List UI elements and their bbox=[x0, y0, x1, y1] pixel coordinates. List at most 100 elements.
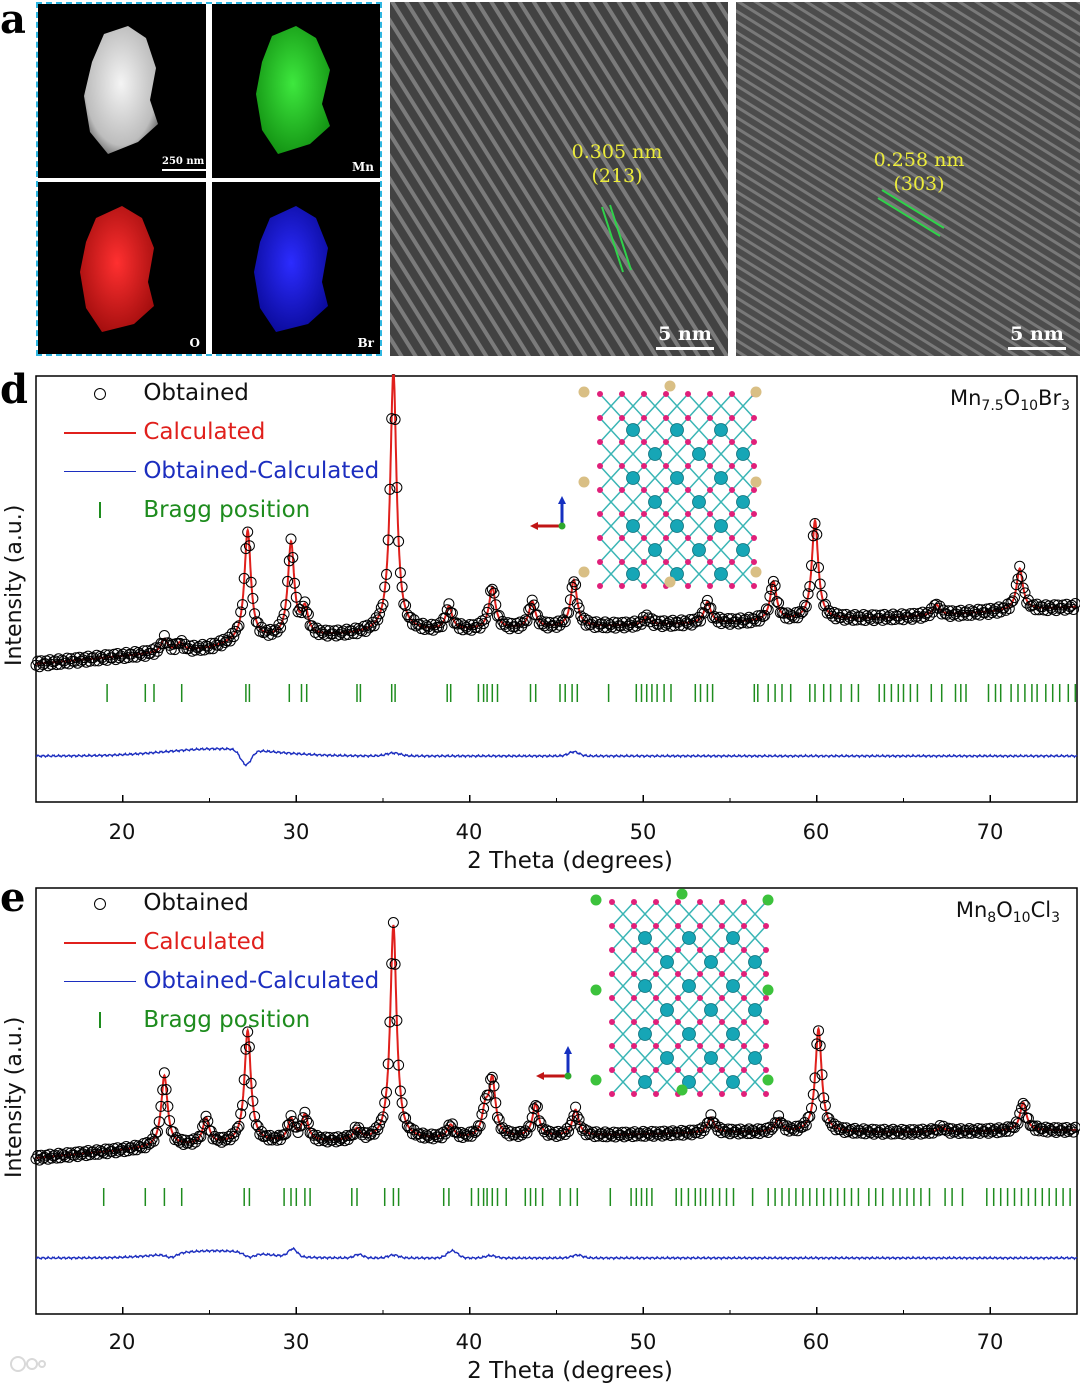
obs-point bbox=[531, 609, 543, 621]
obs-point bbox=[752, 1123, 764, 1135]
obs-point bbox=[764, 590, 776, 602]
obs-point bbox=[393, 1059, 405, 1071]
calculated-line-icon bbox=[64, 941, 136, 944]
watermark-logo-icon bbox=[10, 1356, 46, 1372]
obs-point bbox=[655, 1126, 667, 1138]
obs-point bbox=[533, 1115, 545, 1127]
o-atom bbox=[597, 583, 603, 589]
o-atom bbox=[685, 535, 691, 541]
hrtem-image-c: 0.258 nm (303) 5 nm bbox=[736, 2, 1080, 356]
obs-point bbox=[684, 614, 696, 625]
obs-point bbox=[1009, 592, 1020, 604]
obs-point bbox=[158, 630, 170, 641]
x-tick-60-e: 60 bbox=[802, 1330, 830, 1354]
mn-atom bbox=[748, 955, 762, 969]
obs-point bbox=[164, 1115, 176, 1127]
obs-point bbox=[488, 587, 500, 599]
legend-bragg-e: Bragg position bbox=[64, 1007, 310, 1034]
panel-label-a: a bbox=[0, 0, 26, 43]
panel-label-d: d bbox=[0, 366, 28, 413]
bond bbox=[633, 901, 657, 927]
legend-label-difference: Obtained-Calculated bbox=[143, 968, 380, 994]
obs-point bbox=[681, 617, 693, 629]
bond bbox=[665, 489, 689, 515]
obs-point bbox=[372, 614, 384, 626]
haadf-image: 250 nm bbox=[38, 4, 206, 178]
obs-point bbox=[518, 1127, 529, 1139]
scale-bar-250nm: 250 nm bbox=[162, 156, 206, 171]
element-label-br: Br bbox=[357, 336, 374, 350]
obs-point bbox=[500, 1127, 512, 1139]
obs-point bbox=[561, 1123, 573, 1135]
obs-point bbox=[224, 1134, 236, 1146]
obs-point bbox=[290, 591, 302, 603]
bond bbox=[687, 417, 711, 443]
obs-point bbox=[924, 610, 935, 622]
bond bbox=[611, 1045, 635, 1071]
bond bbox=[599, 537, 623, 563]
bond bbox=[709, 393, 733, 419]
obs-point bbox=[769, 580, 781, 592]
obs-point bbox=[684, 1124, 696, 1136]
obs-point bbox=[580, 619, 592, 631]
o-atom bbox=[631, 899, 637, 905]
o-atom bbox=[619, 463, 625, 469]
obs-point bbox=[287, 552, 299, 563]
legend-obtained-e: Obtained bbox=[64, 890, 249, 916]
fringe-annotation-b: 0.305 nm (213) bbox=[562, 140, 672, 188]
obs-point bbox=[276, 613, 288, 625]
obs-point bbox=[479, 613, 491, 625]
o-atom bbox=[663, 535, 669, 541]
obs-point bbox=[878, 608, 890, 620]
obs-point bbox=[582, 614, 594, 626]
obs-point bbox=[623, 1128, 635, 1140]
obs-point bbox=[563, 607, 575, 619]
bond bbox=[599, 513, 623, 539]
obs-point bbox=[176, 635, 188, 646]
obs-point bbox=[1016, 571, 1027, 582]
cl-atom bbox=[676, 1084, 688, 1096]
obs-point bbox=[972, 1123, 984, 1134]
obs-point bbox=[460, 1129, 472, 1141]
axes-triad-e bbox=[536, 1046, 572, 1080]
obs-point bbox=[806, 560, 817, 571]
obs-point bbox=[986, 607, 998, 619]
obs-point bbox=[285, 533, 297, 545]
obs-point bbox=[557, 614, 569, 626]
obs-point bbox=[802, 588, 814, 600]
o-atom bbox=[697, 971, 703, 977]
obs-point bbox=[125, 648, 137, 660]
mn-atom bbox=[638, 1027, 652, 1041]
obs-point bbox=[641, 1127, 653, 1139]
o-atom bbox=[685, 583, 691, 589]
x-axis-label-e: 2 Theta (degrees) bbox=[467, 1358, 673, 1384]
bragg-ticks-e bbox=[102, 1188, 1071, 1206]
o-atom bbox=[707, 487, 713, 493]
obs-point bbox=[519, 614, 531, 626]
obs-point bbox=[400, 1112, 412, 1124]
o-atom bbox=[597, 511, 603, 517]
bond bbox=[599, 393, 623, 419]
bond bbox=[687, 393, 711, 419]
obs-point bbox=[776, 1117, 788, 1129]
obs-point bbox=[1019, 1100, 1031, 1111]
bond bbox=[665, 393, 689, 419]
mn-atom bbox=[726, 1075, 740, 1089]
legend-calculated-e: Calculated bbox=[64, 929, 265, 955]
obs-point bbox=[771, 596, 783, 607]
obs-point bbox=[46, 659, 58, 670]
bond bbox=[743, 1021, 767, 1047]
obs-point bbox=[146, 1133, 158, 1145]
o-atom bbox=[597, 391, 603, 397]
formula-el-2: O bbox=[1003, 386, 1021, 410]
o-atom bbox=[697, 923, 703, 929]
obs-point bbox=[776, 607, 788, 618]
legend-label-difference: Obtained-Calculated bbox=[143, 458, 380, 484]
obs-point bbox=[191, 1133, 203, 1145]
cl-atom bbox=[590, 1074, 602, 1086]
formula-el-2: O bbox=[996, 898, 1013, 922]
bond bbox=[599, 465, 623, 491]
obs-point bbox=[237, 599, 248, 611]
obs-point bbox=[1069, 1121, 1080, 1133]
obs-point bbox=[351, 628, 363, 640]
